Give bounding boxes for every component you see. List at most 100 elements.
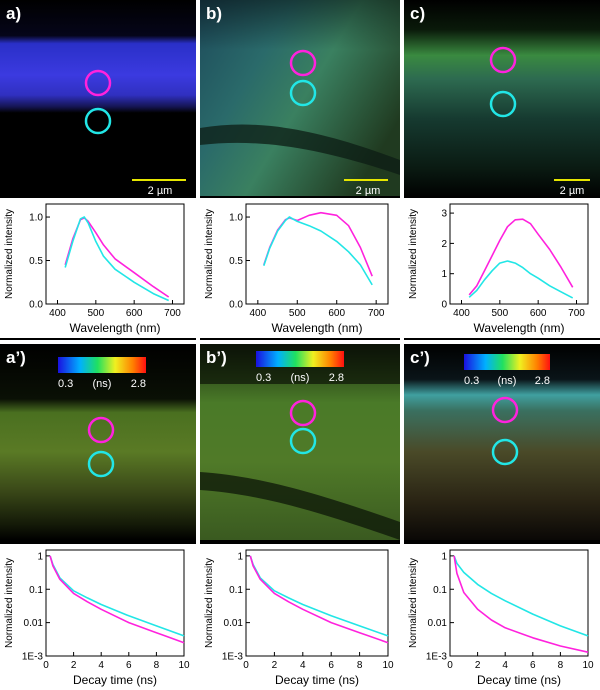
series-line-magenta [468,218,574,296]
colorbar-min-label: 0.3 [256,372,271,384]
roi-cyan-circle [489,90,517,118]
x-tick-label: 4 [502,660,508,671]
plot-frame [45,549,185,657]
y-tick-label: 0 [441,300,447,311]
y-tick-label: 0.1 [433,585,447,596]
x-tick-label: 600 [126,308,143,319]
x-axis-label: Wavelength (nm) [70,321,161,335]
y-tick-label: 0.5 [29,256,43,267]
x-tick-label: 700 [368,308,385,319]
x-tick-label: 10 [178,660,190,671]
x-tick-label: 400 [249,308,266,319]
y-tick-label: 1.0 [229,213,243,224]
panel-label-a-prime: a’) [6,348,26,367]
x-tick-label: 0 [243,660,249,671]
x-tick-label: 2 [475,660,481,671]
panel-a-prime: 0.3 (ns) 2.8 a’) 0 2 4 6 8 10 1E-3 0.01 0.1 1 Deca… [0,344,196,690]
x-tick-label: 4 [300,660,306,671]
y-tick-label: 1 [441,269,447,280]
colorbar-max-label: 2.8 [535,375,550,387]
scale-bar-label: 2 µm [148,185,173,197]
spectrum-chart-a: 400 500 600 700 0.0 0.5 1.0 Wavelength (nm) Norm… [0,198,196,338]
panel-label-c: c) [410,4,426,23]
spectrum-chart-c: 400 500 600 700 0 1 2 3 Wavelength (nm) Normalize… [404,198,600,338]
x-tick-label: 0 [447,660,453,671]
x-tick-label: 8 [357,660,363,671]
x-tick-label: 8 [154,660,160,671]
series-line-magenta [249,555,389,644]
x-tick-label: 0 [43,660,49,671]
x-tick-label: 400 [49,308,66,319]
roi-magenta-circle [289,399,317,427]
y-axis-label: Normalized intensity [204,558,215,648]
x-axis-label: Wavelength (nm) [272,321,363,335]
series-line-cyan [453,555,589,637]
x-tick-label: 400 [453,308,470,319]
chart-background [0,198,196,338]
roi-cyan-circle [289,79,317,107]
y-tick-label: 0.01 [224,618,244,629]
x-tick-label: 700 [164,308,181,319]
x-tick-label: 600 [328,308,345,319]
roi-magenta-circle [289,49,317,77]
series-line-cyan [64,216,170,302]
colorbar-max-label: 2.8 [131,378,146,390]
plot-frame [245,203,389,305]
series-line-cyan [263,216,373,286]
panel-a: 2 µm a) 400 500 600 700 0.0 0.5 1.0 Wavelength … [0,0,196,340]
panel-label-a: a) [6,4,22,23]
y-tick-label: 0.5 [229,256,243,267]
panel-c: 2 µm c) 400 500 600 700 0 1 2 3 Wavelength (nm) N… [404,0,600,340]
roi-magenta-circle [491,396,519,424]
x-tick-label: 8 [558,660,564,671]
roi-magenta-circle [84,69,112,97]
colorbar-unit-label: (ns) [498,375,517,387]
y-tick-label: 0.01 [428,618,448,629]
roi-magenta-circle [87,416,115,444]
y-axis-label: Normalized intensity [4,209,15,299]
y-axis-label: Normalized intensity [408,209,419,299]
x-tick-label: 500 [289,308,306,319]
colorbar-max-label: 2.8 [329,372,344,384]
colorbar-min-label: 0.3 [58,378,73,390]
chart-background [404,544,600,690]
y-axis-label: Normalized intensity [4,558,15,648]
lifetime-colorbar [58,357,146,373]
x-tick-label: 700 [568,308,585,319]
y-tick-label: 2 [441,239,447,250]
plot-frame [245,549,389,657]
y-tick-label: 0.1 [29,585,43,596]
decay-chart-b: 0 2 4 6 8 10 1E-3 0.01 0.1 1 Decay time (ns) Normal… [200,544,400,690]
x-axis-label: Decay time (ns) [275,673,359,687]
y-axis-label: Normalized intensity [408,558,419,648]
x-tick-label: 2 [272,660,278,671]
y-axis-label: Normalized intensity [204,209,215,299]
series-line-cyan [468,260,574,299]
x-tick-label: 4 [98,660,104,671]
panel-label-b-prime: b’) [206,348,227,367]
roi-cyan-circle [84,107,112,135]
y-tick-label: 1E-3 [426,652,448,663]
roi-cyan-circle [87,450,115,478]
colorbar-min-label: 0.3 [464,375,479,387]
y-tick-label: 1.0 [29,213,43,224]
y-tick-label: 3 [441,209,447,220]
x-tick-label: 500 [491,308,508,319]
y-tick-label: 1E-3 [222,652,244,663]
panel-b-prime: 0.3 (ns) 2.8 b’) 0 2 4 6 8 10 1E-3 0.01 0.1 1 Deca… [200,344,400,690]
micrograph-c [404,0,600,198]
colorbar-unit-label: (ns) [291,372,310,384]
panel-label-c-prime: c’) [410,348,430,367]
series-line-magenta [453,555,589,653]
y-tick-label: 0.0 [29,300,43,311]
lifetime-colorbar [256,351,344,367]
roi-cyan-circle [491,438,519,466]
chart-background [0,544,196,690]
roi-magenta-circle [489,46,517,74]
lifetime-colorbar [464,354,550,370]
series-line-magenta [49,555,185,644]
y-tick-label: 0.1 [229,585,243,596]
y-tick-label: 1 [37,551,43,562]
panel-label-b: b) [206,4,223,23]
x-tick-label: 6 [328,660,334,671]
